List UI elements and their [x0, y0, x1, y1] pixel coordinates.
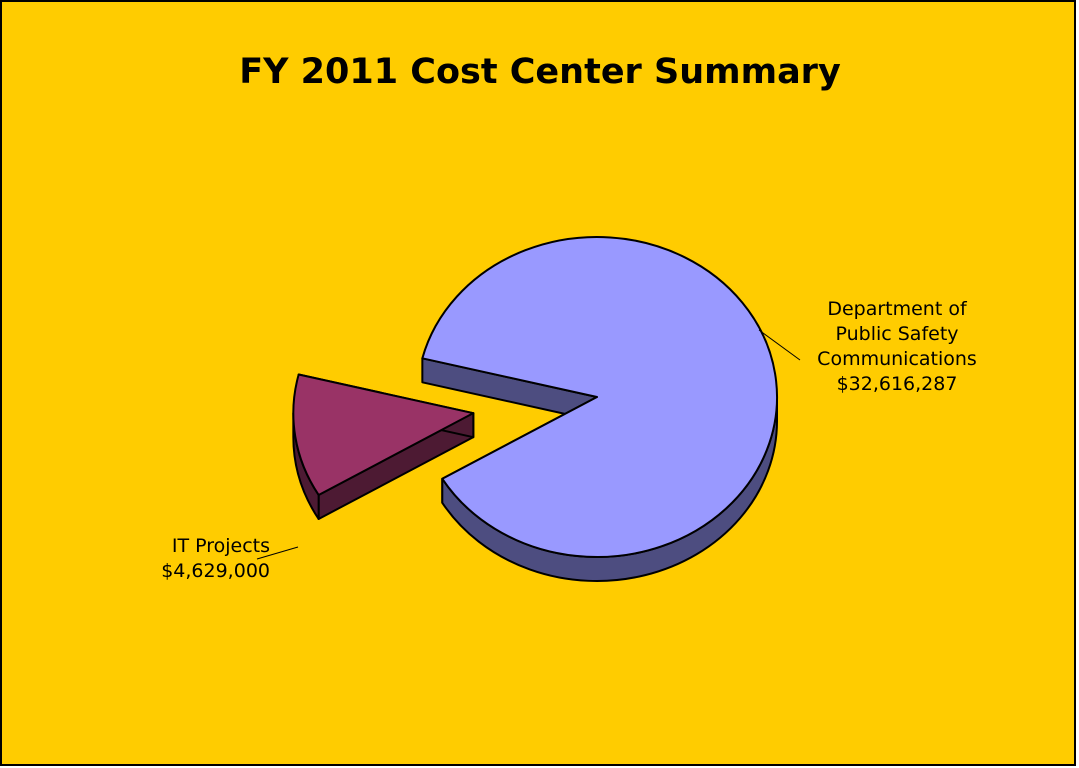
leader-line-it-projects — [256, 546, 299, 560]
leader-line-dpsc — [758, 329, 801, 361]
chart-title: FY 2011 Cost Center Summary — [239, 52, 841, 92]
slice-label-it-projects: IT Projects $4,629,000 — [110, 534, 270, 584]
slice-label-line: Department of — [827, 298, 967, 320]
slice-label-line: Communications — [817, 348, 977, 370]
pie-slice-1 — [292, 373, 475, 496]
slice-label-line: Public Safety — [835, 323, 959, 345]
slice-label-line: IT Projects — [171, 535, 270, 557]
slice-label-dpsc: Department of Public Safety Communicatio… — [802, 297, 992, 397]
slice-value: $4,629,000 — [161, 560, 270, 582]
pie-slice-0 — [421, 236, 778, 558]
slice-value: $32,616,287 — [836, 373, 958, 395]
